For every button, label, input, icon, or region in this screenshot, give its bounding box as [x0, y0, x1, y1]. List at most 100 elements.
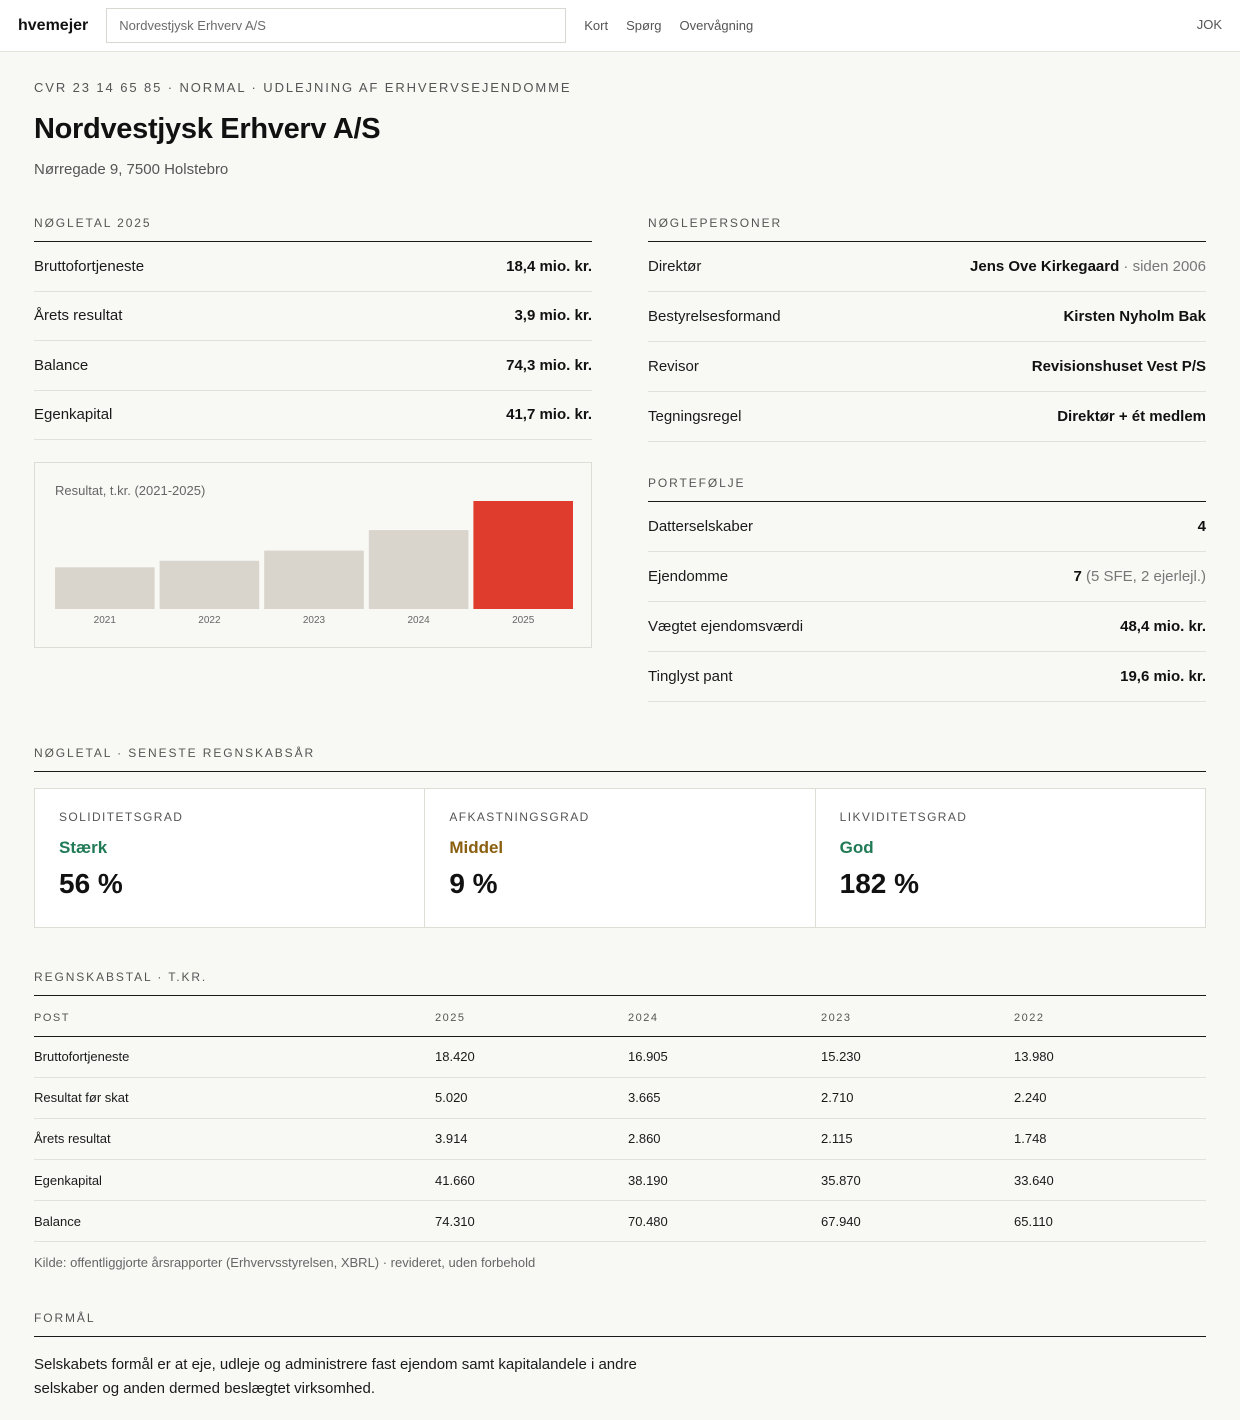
keyfigure-row: Egenkapital 41,7 mio. kr.: [34, 391, 592, 440]
table-cell: 3.665: [628, 1077, 821, 1119]
column-header: 2022: [1014, 996, 1206, 1037]
user-menu[interactable]: JOK: [1196, 17, 1222, 32]
table-cell: 41.660: [435, 1159, 628, 1202]
chart-tick-label: 2025: [512, 615, 535, 626]
portfolio-count: 7: [1073, 568, 1082, 585]
keyfigure-row: Årets resultat 3,9 mio. kr.: [34, 292, 592, 341]
ratio-label: SOLIDITETSGRAD: [59, 810, 184, 824]
table-cell: 2.115: [821, 1118, 1014, 1161]
person-since: · siden 2006: [1119, 258, 1206, 275]
ratio-rating: Middel: [449, 838, 504, 857]
person-value: Revisionshuset Vest P/S: [1032, 358, 1206, 375]
result-chart: Resultat, t.kr. (2021-2025) 2021 2022 2023…: [34, 462, 592, 648]
ratio-label: AFKASTNINGSGRAD: [449, 810, 590, 824]
keyfigure-label: Årets resultat: [34, 307, 123, 325]
column-header: 2023: [821, 996, 1014, 1037]
portfolio-row: Ejendomme 7 (5 SFE, 2 ejerlejl.): [648, 552, 1206, 602]
chart-tick-label: 2022: [198, 615, 221, 626]
table-cell: 1.748: [1014, 1118, 1206, 1161]
portfolio-label: Tinglyst pant: [648, 668, 733, 685]
keyfigure-label: Egenkapital: [34, 406, 113, 424]
keyfigures-title: NØGLETAL 2025: [34, 216, 592, 242]
nav-sporg[interactable]: Spørg: [626, 18, 662, 33]
table-cell: Balance: [34, 1200, 435, 1243]
table-cell: 13.980: [1014, 1036, 1206, 1078]
keyfigure-label: Balance: [34, 356, 89, 374]
ratio-label: LIKVIDITETSGRAD: [839, 810, 968, 824]
person-row: Tegningsregel Direktør + ét medlem: [648, 392, 1206, 442]
nav-overvagning[interactable]: Overvågning: [679, 18, 754, 33]
person-row: Revisor Revisionshuset Vest P/S: [648, 342, 1206, 392]
people-title: NØGLEPERSONER: [648, 216, 1206, 242]
table-cell: 2.710: [821, 1077, 1014, 1119]
ratio-card-solidity: SOLIDITETSGRAD Stærk 56 %: [35, 789, 426, 927]
person-value: Kirsten Nyholm Bak: [1063, 308, 1206, 325]
ratio-rating: God: [839, 838, 874, 857]
accounts-table: POST 2025 2024 2023 2022 Bruttofortjenes…: [34, 996, 1206, 1243]
portfolio-value: 19,6 mio. kr.: [1120, 668, 1206, 685]
company-page: CVR 23 14 65 85 · NORMAL · UDLEJNING AF …: [0, 80, 1240, 1401]
table-header-row: POST 2025 2024 2023 2022: [34, 996, 1206, 1037]
keyfigure-value: 3,9 mio. kr.: [514, 307, 592, 325]
portfolio-title: PORTEFØLJE: [648, 476, 1206, 502]
brand-logo[interactable]: hvemejer: [18, 16, 89, 34]
chart-bar-2024: [368, 530, 469, 609]
column-header: 2024: [628, 996, 821, 1037]
portfolio-value: 48,4 mio. kr.: [1120, 618, 1206, 635]
chart-tick-label: 2021: [94, 615, 117, 626]
table-row: Egenkapital 41.660 38.190 35.870 33.640: [34, 1159, 1206, 1202]
table-row: Resultat før skat 5.020 3.665 2.710 2.24…: [34, 1077, 1206, 1119]
keyfigure-value: 74,3 mio. kr.: [506, 356, 592, 374]
portfolio-value[interactable]: 4: [1197, 518, 1206, 535]
table-cell: Årets resultat: [34, 1118, 435, 1161]
chart-bar-2022: [159, 560, 260, 609]
table-row: Bruttofortjeneste 18.420 16.905 15.230 1…: [34, 1036, 1206, 1078]
table-cell: 70.480: [628, 1200, 821, 1243]
top-bar: hvemejer Kort Spørg Overvågning JOK: [0, 0, 1240, 52]
keyfigure-value: 41,7 mio. kr.: [506, 406, 592, 424]
search-input[interactable]: [106, 8, 567, 43]
table-row: Årets resultat 3.914 2.860 2.115 1.748: [34, 1118, 1206, 1161]
accounts-title: REGNSKABSTAL · T.KR.: [34, 970, 1206, 996]
person-name[interactable]: Jens Ove Kirkegaard: [970, 258, 1120, 275]
ratio-card-liquidity: LIKVIDITETSGRAD God 182 %: [816, 789, 1205, 927]
ratio-value: 56 %: [59, 868, 123, 899]
table-cell: 67.940: [821, 1200, 1014, 1243]
keyfigure-row: Balance 74,3 mio. kr.: [34, 341, 592, 391]
table-cell: 15.230: [821, 1036, 1014, 1078]
keyfigures-column: NØGLETAL 2025 Bruttofortjeneste 18,4 mio…: [34, 216, 592, 702]
table-cell: 35.870: [821, 1159, 1014, 1202]
person-row: Bestyrelsesformand Kirsten Nyholm Bak: [648, 292, 1206, 342]
portfolio-label: Datterselskaber: [648, 518, 754, 535]
chart-bar-2023: [264, 550, 364, 609]
person-role: Bestyrelsesformand: [648, 308, 781, 325]
portfolio-label: Ejendomme: [648, 568, 729, 585]
table-cell: 38.190: [628, 1159, 821, 1202]
portfolio-value[interactable]: 7 (5 SFE, 2 ejerlejl.): [1073, 568, 1206, 585]
ratio-cards: SOLIDITETSGRAD Stærk 56 % AFKASTNINGSGRA…: [34, 788, 1206, 928]
signing-rule-value: Direktør + ét medlem: [1057, 408, 1206, 425]
chart-tick-label: 2024: [407, 615, 430, 626]
table-cell: Resultat før skat: [34, 1077, 435, 1119]
portfolio-row: Tinglyst pant 19,6 mio. kr.: [648, 652, 1206, 702]
company-meta: CVR 23 14 65 85 · NORMAL · UDLEJNING AF …: [34, 80, 572, 95]
purpose-title: FORMÅL: [34, 1311, 1206, 1338]
keyfigure-value: 18,4 mio. kr.: [506, 257, 592, 275]
chart-bar-2025: [473, 501, 573, 609]
table-cell: 16.905: [628, 1036, 821, 1078]
auditor-name[interactable]: Revisionshuset Vest P/S: [1031, 358, 1206, 375]
person-name[interactable]: Kirsten Nyholm Bak: [1063, 308, 1206, 325]
table-cell: 18.420: [435, 1036, 628, 1078]
table-cell: 65.110: [1014, 1200, 1206, 1243]
table-cell: 5.020: [435, 1077, 628, 1119]
nav-kort[interactable]: Kort: [584, 18, 609, 33]
table-cell: 2.860: [628, 1118, 821, 1161]
portfolio-detail: (5 SFE, 2 ejerlejl.): [1081, 568, 1206, 585]
table-cell: 74.310: [435, 1200, 628, 1243]
chart-tick-label: 2023: [303, 615, 326, 626]
person-role: Direktør: [648, 258, 702, 275]
main-nav: Kort Spørg Overvågning: [584, 18, 771, 33]
portfolio-row: Vægtet ejendomsværdi 48,4 mio. kr.: [648, 602, 1206, 652]
purpose-text: Selskabets formål er at eje, udleje og a…: [34, 1356, 637, 1398]
keyfigure-row: Bruttofortjeneste 18,4 mio. kr.: [34, 242, 592, 292]
